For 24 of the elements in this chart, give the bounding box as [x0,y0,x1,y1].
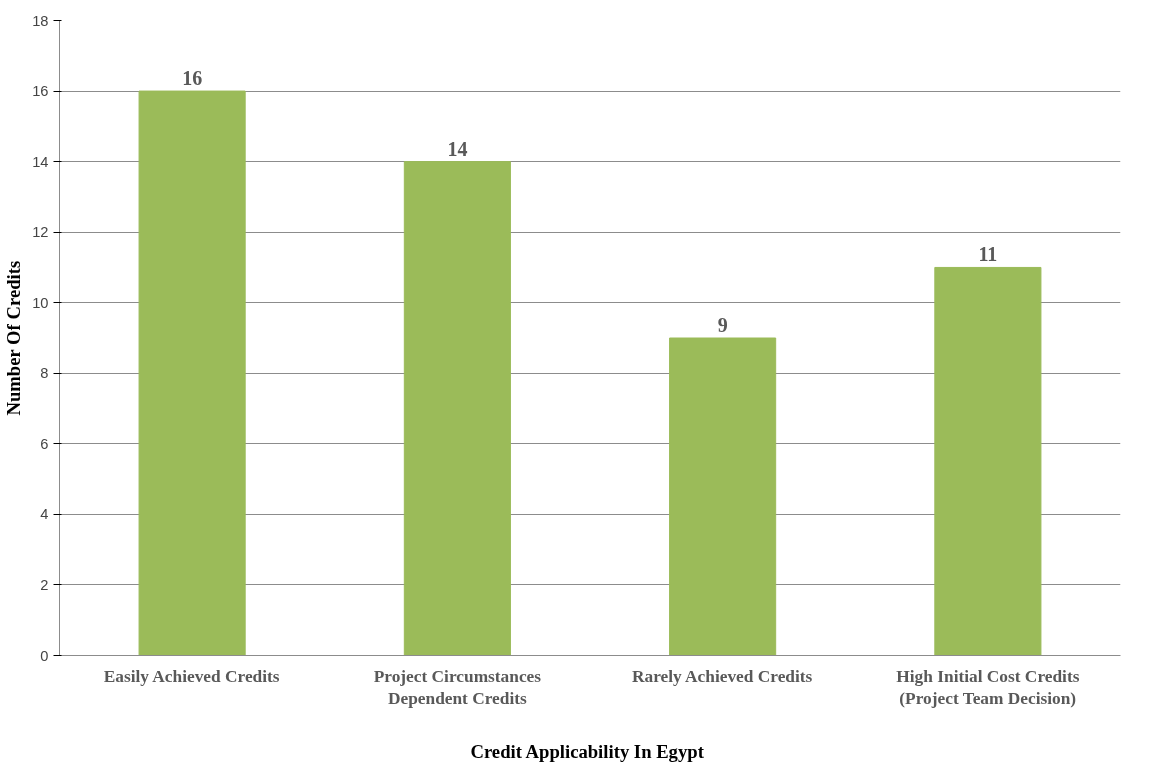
bar [403,161,511,656]
y-tick-label: 12 [32,224,49,241]
data-label: 11 [978,243,998,266]
x-tick-label: Easily Achieved Credits [103,666,280,686]
y-axis-title: Number Of Credits [3,260,25,416]
y-tick-label: 6 [40,435,49,452]
bar [669,337,777,656]
y-tick-label: 0 [40,647,49,664]
data-label: 16 [182,67,203,90]
y-tick-label: 14 [32,153,49,170]
x-tick-label: Rarely Achieved Credits [631,666,813,686]
x-tick-label: Project Circumstances Dependent Credits [373,666,542,709]
bar [138,90,246,656]
y-tick-label: 4 [40,506,49,523]
bar [934,266,1042,656]
y-tick-label: 2 [40,576,49,593]
data-label: 9 [717,314,728,336]
y-tick-label: 10 [32,294,49,311]
y-tick-label: 16 [32,83,49,100]
x-tick-label: High Initial Cost Credits (Project Team Decision) [896,666,1080,709]
y-tick-label: 18 [32,12,49,29]
x-axis-title: Credit Applicability In Egypt [470,741,705,763]
y-tick-label: 8 [40,365,49,382]
data-label: 14 [447,137,468,160]
